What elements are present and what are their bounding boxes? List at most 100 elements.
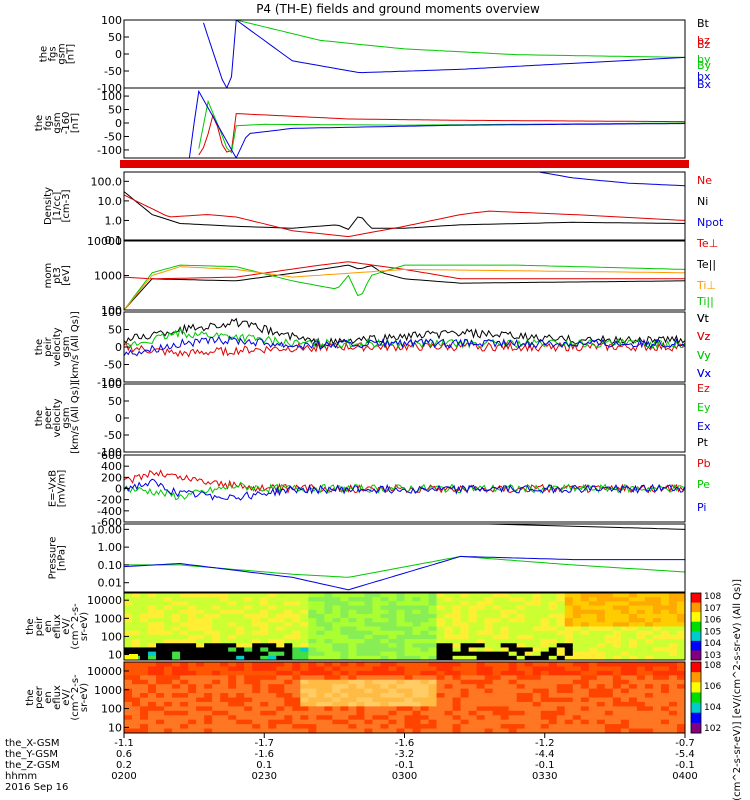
- x-axis-row-label: the_Y-GSM: [5, 749, 58, 760]
- x-tick-label: 0300: [392, 771, 417, 782]
- legend-label: Npot: [697, 216, 724, 229]
- x-tick-label: -1.7: [254, 738, 274, 749]
- y-tick-label: 0: [115, 117, 122, 130]
- colorbar: 108 106 104 102: [690, 661, 721, 734]
- y-axis-label-line: -160: [61, 112, 72, 135]
- series-line-pt: [488, 524, 685, 530]
- y-axis-label-line: E=-VxB: [48, 470, 59, 507]
- y-axis-label-line: [nT]: [66, 44, 77, 64]
- legend-label: Vz: [697, 330, 711, 343]
- x-tick-label: 0400: [672, 771, 697, 782]
- y-tick-label: 100: [101, 630, 122, 643]
- series-line-npot: [540, 172, 685, 187]
- legend-label: Ti⊥: [696, 279, 716, 292]
- series-line-by: [198, 99, 685, 154]
- y-tick-label: -200: [97, 494, 122, 507]
- x-tick-label: 0230: [252, 771, 277, 782]
- legend-label: Pe: [697, 478, 710, 491]
- y-axis-label-line: [1/cc]: [52, 192, 63, 221]
- y-axis-label-line: eV/: [61, 689, 72, 706]
- legend-label: Ti||: [696, 295, 714, 308]
- spectrogram-cells: [124, 662, 685, 733]
- x-tick-label: 0.2: [116, 760, 132, 771]
- series-line-pi: [124, 555, 685, 591]
- colorbar-unit-label: [eV/(cm^2-s-sr-eV)] [eV/(cm^2-s-sr-eV) (…: [732, 579, 743, 800]
- y-tick-label: 400: [101, 460, 122, 473]
- x-tick-label: 0.1: [256, 760, 272, 771]
- colorbar-tick-label: 106: [704, 682, 721, 692]
- y-axis-label-line: velocity: [52, 327, 63, 366]
- y-tick-label: 0: [115, 341, 122, 354]
- y-tick-label: 0.1: [105, 234, 123, 247]
- series-line-ex: [124, 478, 685, 501]
- series-line-by: [236, 20, 685, 58]
- y-axis-label-line: fgs: [48, 46, 59, 61]
- y-axis-label-line: mom: [43, 263, 54, 289]
- legend-label: Ne: [697, 174, 712, 187]
- legend-label: Te⊥: [696, 237, 718, 250]
- y-tick-label: 10000: [87, 594, 122, 607]
- y-tick-label: 200: [101, 471, 122, 484]
- y-tick-label: 100: [101, 304, 122, 317]
- series-line-ne: [124, 194, 685, 238]
- x-tick-label: -5.4: [675, 749, 695, 760]
- y-tick-label: -50: [104, 359, 122, 372]
- plot-title: P4 (TH-E) fields and ground moments over…: [256, 2, 540, 16]
- x-axis-row-label: hhmm: [5, 771, 37, 782]
- legend-label: Vz: [697, 330, 711, 343]
- y-tick-label: 50: [108, 395, 122, 408]
- legend-label: Vx: [697, 367, 712, 380]
- y-tick-label: -50: [104, 65, 122, 78]
- x-axis-row-label: the_X-GSM: [5, 738, 59, 749]
- colorbar-tick-label: 102: [704, 724, 721, 734]
- colorbar-tick-label: 107: [704, 604, 721, 614]
- x-tick-label: -0.1: [675, 760, 695, 771]
- y-axis-label-line: en: [43, 691, 54, 704]
- y-tick-label: -50: [104, 130, 122, 143]
- legend-label: Bx: [697, 78, 712, 91]
- x-axis-row-label: 2016 Sep 16: [5, 782, 68, 793]
- y-axis-label-line: eflux: [52, 614, 63, 639]
- legend-label: Vy: [697, 349, 711, 362]
- legend-label: Ex: [697, 420, 711, 433]
- y-tick-label: 10.00: [91, 523, 123, 536]
- legend-label: Vt: [697, 312, 710, 325]
- y-axis-label-line: Density: [43, 187, 54, 225]
- series-line-ti: [124, 266, 685, 310]
- x-tick-label: 0330: [532, 771, 557, 782]
- x-tick-label: -4.4: [535, 749, 555, 760]
- y-tick-label: -100: [97, 82, 122, 95]
- x-tick-label: -1.1: [114, 738, 134, 749]
- ion-low-energy-patch: [124, 654, 138, 660]
- y-axis-label-line: [eV]: [61, 265, 72, 286]
- y-axis-label-line: the: [25, 689, 36, 705]
- legend-label: By: [697, 59, 712, 72]
- y-tick-label: 100: [101, 90, 122, 103]
- series-line-ti: [124, 264, 685, 310]
- y-axis-label-line: the: [34, 410, 45, 426]
- y-axis-label-line: [cm-3]: [61, 189, 72, 222]
- y-axis-label-line: [km/s (All Qs)]: [70, 311, 81, 383]
- y-axis-label-line: the: [34, 339, 45, 355]
- series-line-bz: [198, 113, 685, 156]
- series-line-te: [124, 264, 685, 310]
- y-tick-label: 0: [115, 48, 122, 61]
- x-tick-label: -3.2: [395, 749, 415, 760]
- y-tick-label: 1000: [94, 612, 122, 625]
- legend-label: Ni: [697, 195, 708, 208]
- y-tick-label: -100: [97, 144, 122, 157]
- panel-frame: [123, 523, 686, 593]
- y-tick-label: 1000: [94, 270, 122, 283]
- y-tick-label: 1.00: [98, 541, 123, 554]
- legend-label: Bz: [697, 38, 711, 51]
- colorbar-tick-label: 108: [704, 661, 721, 671]
- series-line-vz: [124, 341, 685, 358]
- y-tick-label: 600: [101, 449, 122, 462]
